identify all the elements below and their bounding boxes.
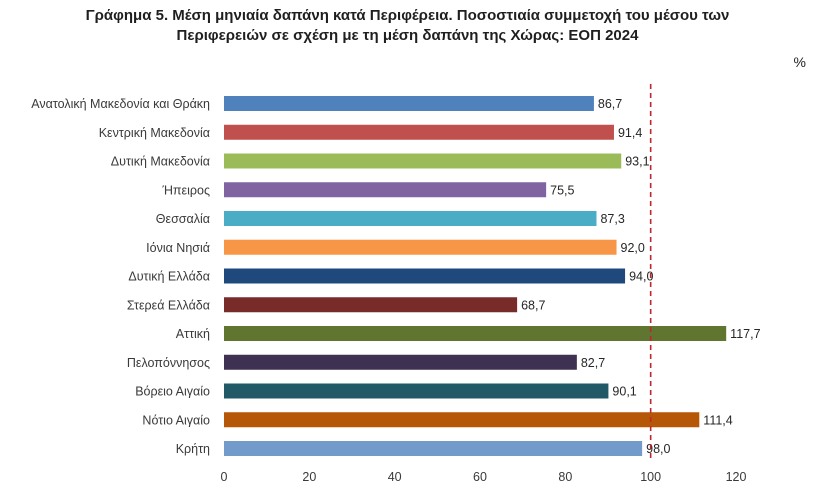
x-tick-label: 80	[558, 470, 572, 484]
bar	[224, 441, 643, 456]
category-label: Ήπειρος	[161, 183, 210, 197]
chart-title: Γράφημα 5. Μέση μηνιαία δαπάνη κατά Περι…	[0, 6, 815, 46]
category-label: Ανατολική Μακεδονία και Θράκη	[31, 97, 210, 111]
category-label: Δυτική Μακεδονία	[111, 155, 210, 169]
x-tick-label: 60	[473, 470, 487, 484]
category-label: Αττική	[176, 327, 210, 341]
bar	[224, 383, 609, 399]
category-label: Θεσσαλία	[156, 212, 210, 226]
category-label: Πελοπόννησος	[127, 356, 210, 370]
bar	[224, 412, 700, 428]
bar-value-label: 75,5	[550, 183, 574, 197]
category-label: Στερεά Ελλάδα	[127, 298, 210, 312]
bar	[224, 124, 614, 140]
bar-value-label: 68,7	[521, 298, 545, 312]
bar-value-label: 92,0	[621, 241, 645, 255]
bar	[224, 326, 727, 341]
category-label: Κεντρική Μακεδονία	[99, 126, 210, 140]
x-tick-label: 100	[640, 470, 661, 484]
x-tick-label: 40	[388, 470, 402, 484]
bars-layer: Ανατολική Μακεδονία και Θράκη 86,7 Κεντρικ…	[31, 84, 761, 460]
bar	[224, 239, 617, 255]
category-label: Νότιο Αιγαίο	[142, 413, 210, 427]
bar-value-label: 86,7	[598, 97, 622, 111]
bar-value-label: 111,4	[703, 413, 732, 427]
category-label: Δυτική Ελλάδα	[128, 270, 210, 284]
bar	[224, 268, 626, 284]
category-label: Βόρειο Αιγαίο	[135, 385, 210, 399]
category-label: Κρήτη	[176, 442, 210, 456]
x-tick-label: 0	[221, 470, 228, 484]
category-label: Ιόνια Νησιά	[146, 241, 210, 255]
bar	[224, 354, 577, 370]
x-axis: 0 20 40 60 80 100 120	[221, 470, 747, 484]
bar-value-label: 90,1	[612, 385, 636, 399]
unit-label: %	[794, 54, 806, 70]
bar-value-label: 94,0	[629, 270, 653, 284]
bar-value-label: 93,1	[625, 155, 649, 169]
bar	[224, 182, 547, 198]
bar	[224, 297, 518, 313]
bar-value-label: 87,3	[600, 212, 624, 226]
bar-value-label: 117,7	[730, 327, 760, 341]
x-tick-label: 20	[302, 470, 316, 484]
bar	[224, 96, 594, 111]
bar-value-label: 82,7	[581, 356, 605, 370]
bar-value-label: 98,0	[646, 442, 670, 456]
bar-value-label: 91,4	[618, 126, 642, 140]
bar	[224, 153, 622, 169]
x-tick-label: 120	[726, 470, 747, 484]
chart-title-line-2: Περιφερειών σε σχέση με τη μέση δαπάνη τ…	[176, 27, 639, 44]
chart-title-line-1: Γράφημα 5. Μέση μηνιαία δαπάνη κατά Περι…	[85, 7, 730, 24]
bar	[224, 211, 597, 226]
